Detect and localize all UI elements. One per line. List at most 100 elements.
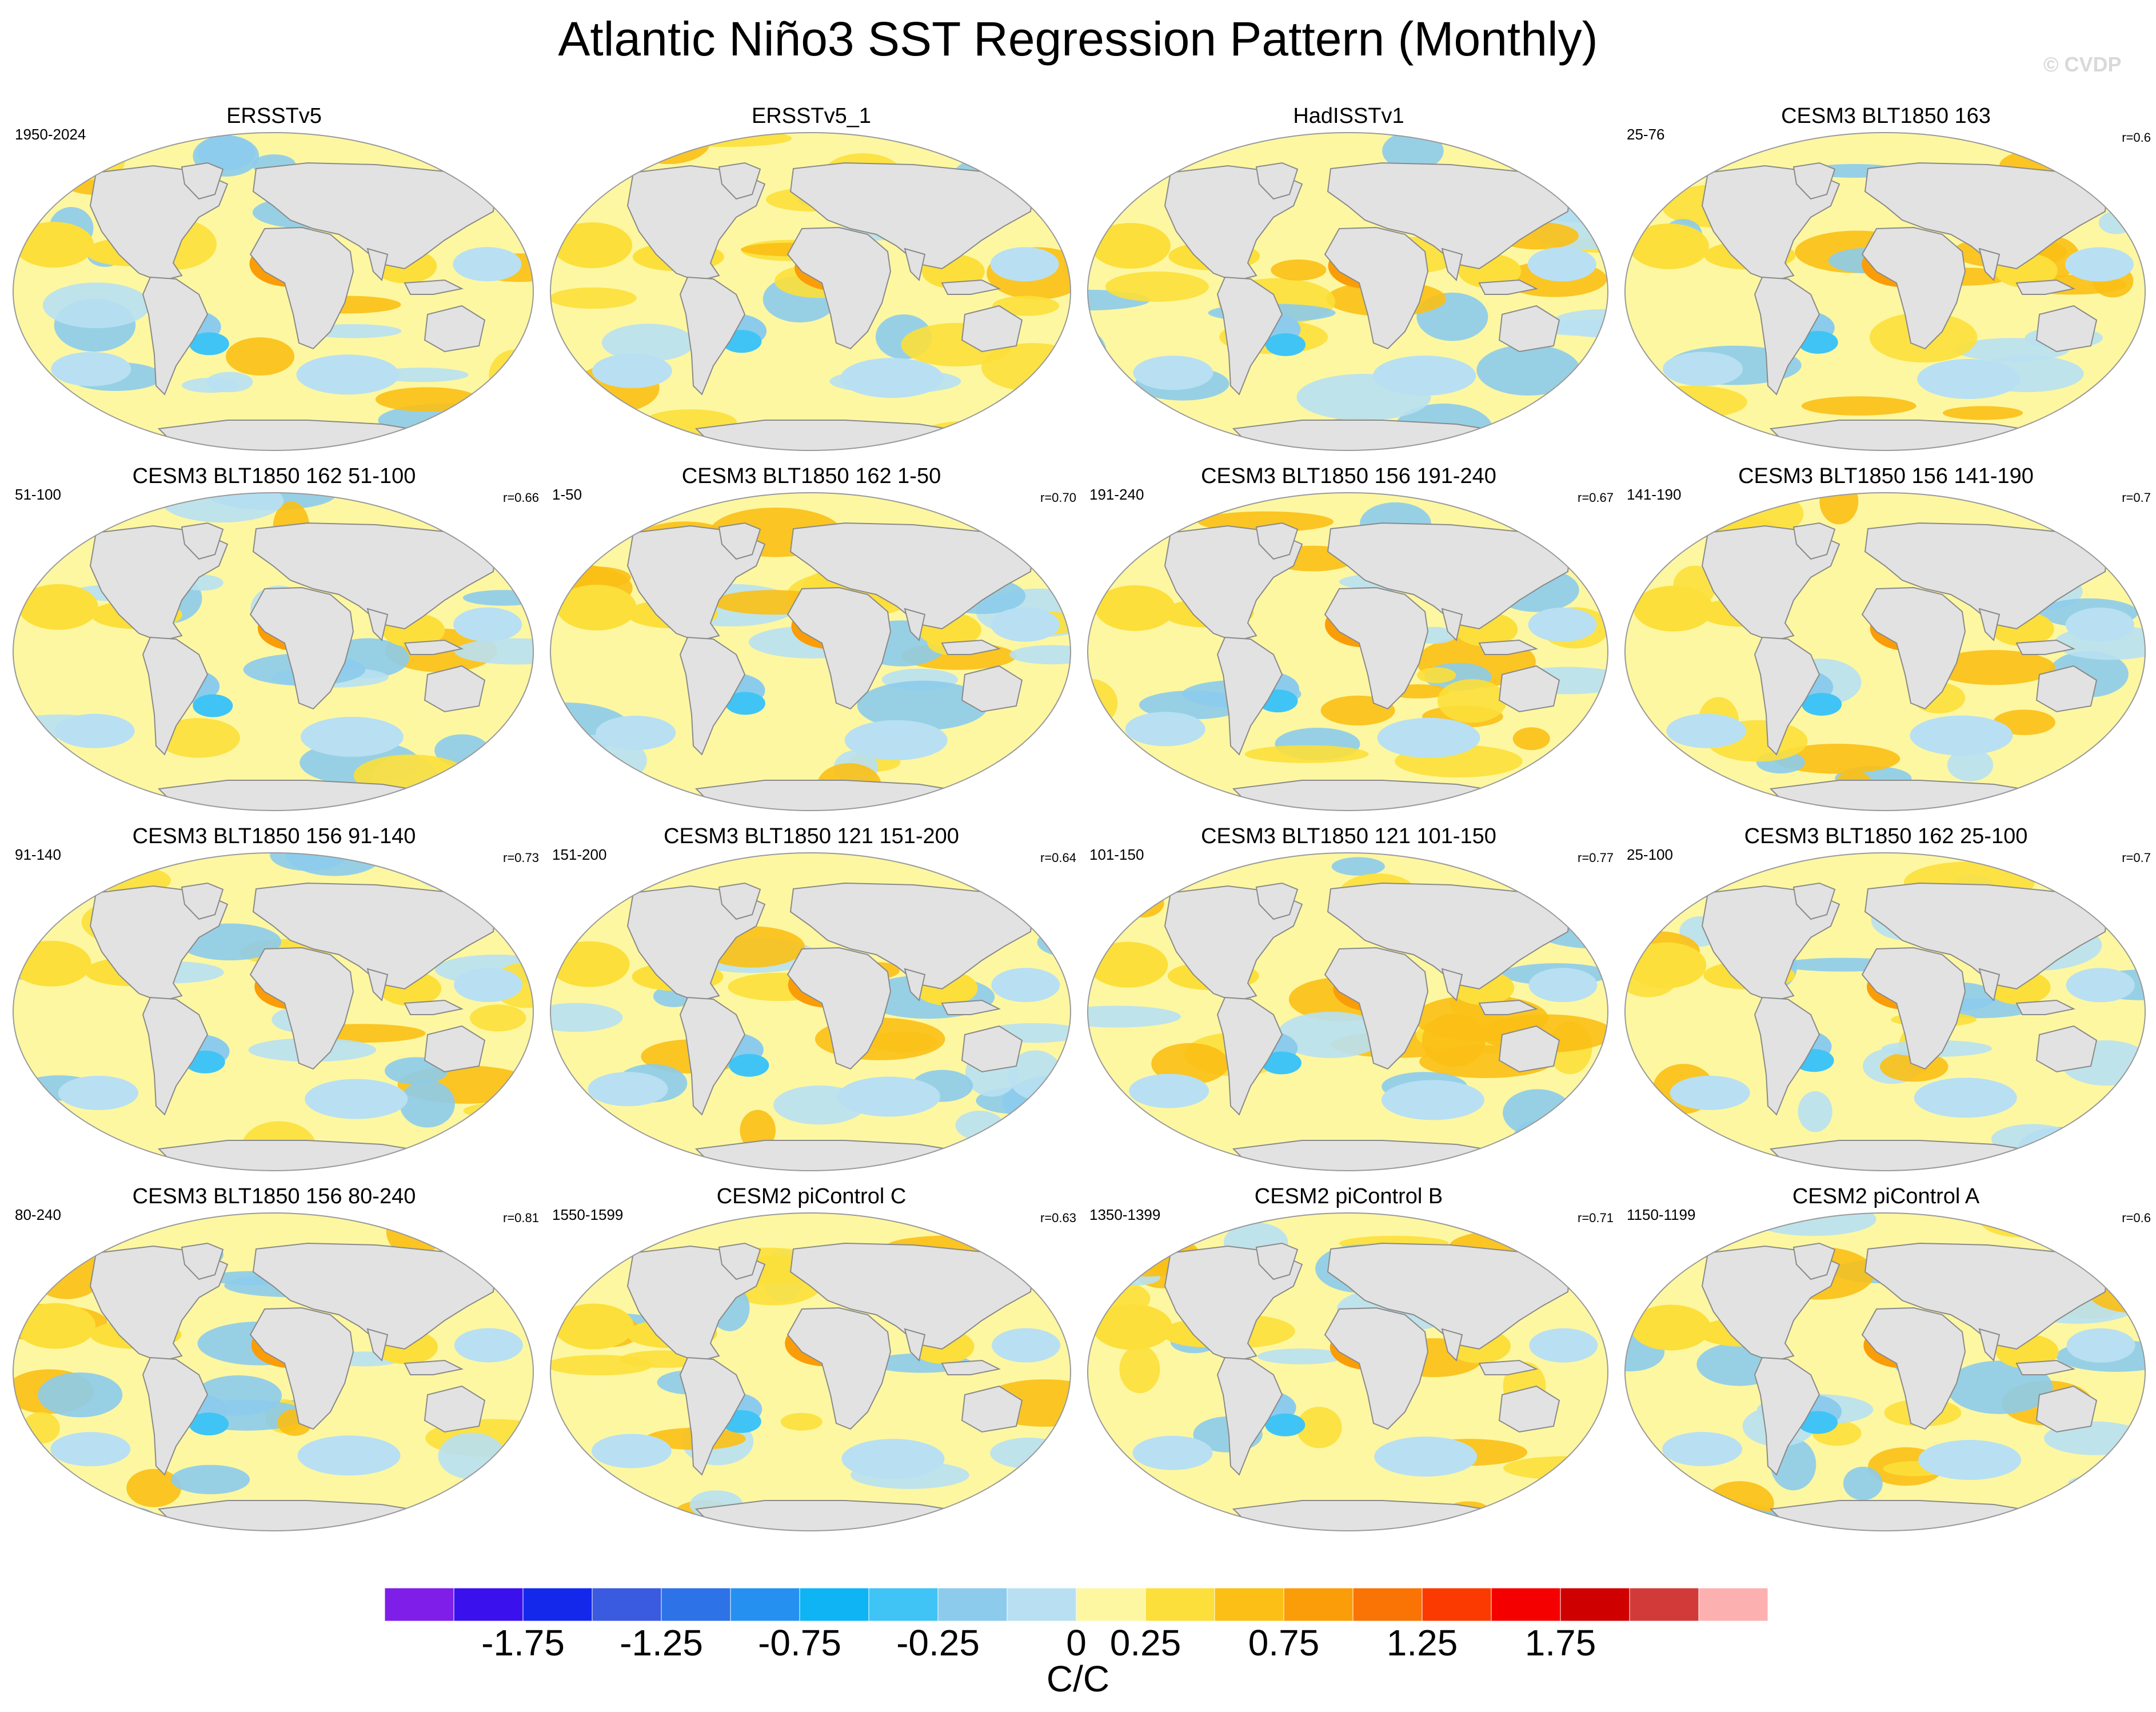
land-india — [366, 608, 389, 641]
world-map — [13, 1212, 534, 1531]
world-map — [1087, 492, 1608, 811]
sst-anomaly — [601, 324, 695, 362]
sst-anomaly — [1503, 1089, 1572, 1137]
map-border — [1624, 852, 2146, 1171]
colorbar-units: C/C — [1046, 1658, 1110, 1699]
land-southAmerica — [1216, 996, 1283, 1116]
sst-anomaly — [729, 1053, 769, 1077]
world-map — [1087, 132, 1608, 451]
land-eurasia — [1327, 882, 1572, 990]
sst-anomaly — [1373, 356, 1476, 396]
panel-title: CESM3 BLT1850 156 141-190 — [1738, 464, 2034, 488]
sst-anomaly — [1261, 1051, 1301, 1075]
land-eurasia — [789, 522, 1035, 630]
panel-years-label: 91-140 — [15, 846, 61, 863]
sst-anomaly — [453, 247, 522, 282]
panel-correlation-label: r=0.7 — [2122, 490, 2151, 505]
world-map — [550, 852, 1071, 1171]
sst-anomaly — [1638, 385, 1748, 419]
sst-anomaly — [556, 584, 637, 630]
sst-anomaly — [976, 1215, 1071, 1248]
land-india — [904, 608, 926, 641]
sst-anomaly — [1476, 344, 1580, 396]
sst-anomaly — [438, 1432, 506, 1479]
sst-anomaly — [1527, 247, 1596, 282]
sst-anomaly — [553, 421, 599, 450]
land-eurasia — [1864, 882, 2109, 990]
land-india — [1978, 1328, 2001, 1362]
colorbar-swatch — [453, 1588, 524, 1621]
land-greenland — [718, 882, 761, 920]
colorbar-swatch — [1491, 1588, 1561, 1621]
map-border — [13, 492, 534, 811]
land-africa — [249, 1307, 354, 1430]
sst-anomaly — [992, 1328, 1061, 1363]
panel-title: CESM3 BLT1850 156 191-240 — [1201, 464, 1496, 488]
land-indonesia — [404, 999, 464, 1015]
world-map — [13, 852, 534, 1171]
sst-anomaly — [1090, 222, 1171, 269]
sst-anomaly — [1558, 1142, 1608, 1171]
land-eurasia — [1327, 522, 1572, 630]
colorbar-swatch — [1145, 1588, 1215, 1621]
sst-anomaly — [1265, 1413, 1305, 1436]
land-eurasia — [789, 162, 1035, 270]
land-africa — [249, 226, 354, 350]
sst-anomaly — [1572, 1091, 1608, 1107]
land-greenland — [181, 1242, 224, 1280]
land-indonesia — [404, 639, 464, 655]
sst-anomaly — [1625, 775, 1716, 803]
sst-anomaly — [991, 968, 1060, 1003]
panel-correlation-label: r=0.73 — [503, 851, 539, 865]
panel-years-label: 101-150 — [1089, 846, 1144, 863]
panel-years-label: 1350-1399 — [1089, 1206, 1161, 1223]
sst-anomaly — [189, 1412, 229, 1436]
sst-anomaly — [1511, 1121, 1553, 1171]
land-australia — [961, 1385, 1023, 1433]
land-greenland — [181, 882, 224, 920]
land-southAmerica — [679, 636, 746, 756]
sst-anomaly — [990, 1438, 1068, 1469]
sst-anomaly — [2066, 968, 2135, 1003]
sst-anomaly — [2058, 420, 2145, 447]
sst-anomaly — [1265, 333, 1306, 357]
sst-anomaly — [442, 1213, 480, 1252]
land-australia — [2035, 305, 2098, 353]
land-eurasia — [1864, 162, 2109, 270]
land-indonesia — [2015, 999, 2076, 1015]
sst-anomaly — [206, 372, 253, 393]
sst-anomaly — [157, 718, 241, 758]
land-india — [1441, 968, 1463, 1001]
land-southAmerica — [1754, 636, 1820, 756]
panel-title: CESM3 BLT1850 121 101-150 — [1201, 824, 1496, 848]
sst-anomaly — [1670, 1075, 1750, 1110]
colorbar-swatch — [1698, 1588, 1768, 1621]
panel-correlation-label: r=0.6 — [2122, 1211, 2151, 1225]
sst-anomaly — [659, 133, 694, 149]
sst-anomaly — [1437, 679, 1507, 723]
land-australia — [961, 665, 1023, 713]
land-australia — [1498, 665, 1560, 713]
map-border — [1087, 132, 1608, 451]
land-africa — [1324, 586, 1429, 710]
panel-correlation-label: r=0.71 — [1578, 1211, 1614, 1225]
colorbar-swatch — [799, 1588, 869, 1621]
sst-anomaly — [226, 337, 295, 376]
sst-anomaly — [840, 358, 944, 398]
map-panel: CESM3 BLT1850 162 51-100 51-100 r=0.66 — [5, 463, 544, 835]
colorbar-tick-label: 0 — [1066, 1622, 1087, 1663]
sst-anomaly — [550, 1126, 634, 1140]
map-border — [550, 132, 1071, 451]
sst-anomaly — [1942, 406, 2023, 420]
land-greenland — [181, 522, 224, 560]
colorbar-tick-label: 1.25 — [1386, 1622, 1458, 1663]
sst-anomaly — [2065, 247, 2134, 282]
land-eurasia — [1864, 522, 2109, 630]
sst-anomaly — [552, 222, 633, 269]
map-border — [550, 492, 1071, 811]
map-panel: CESM3 BLT1850 156 191-240 191-240 r=0.67 — [1079, 463, 1618, 835]
map-border — [13, 852, 534, 1171]
land-india — [904, 968, 926, 1001]
world-map — [13, 492, 534, 811]
sst-anomaly — [1377, 717, 1480, 758]
